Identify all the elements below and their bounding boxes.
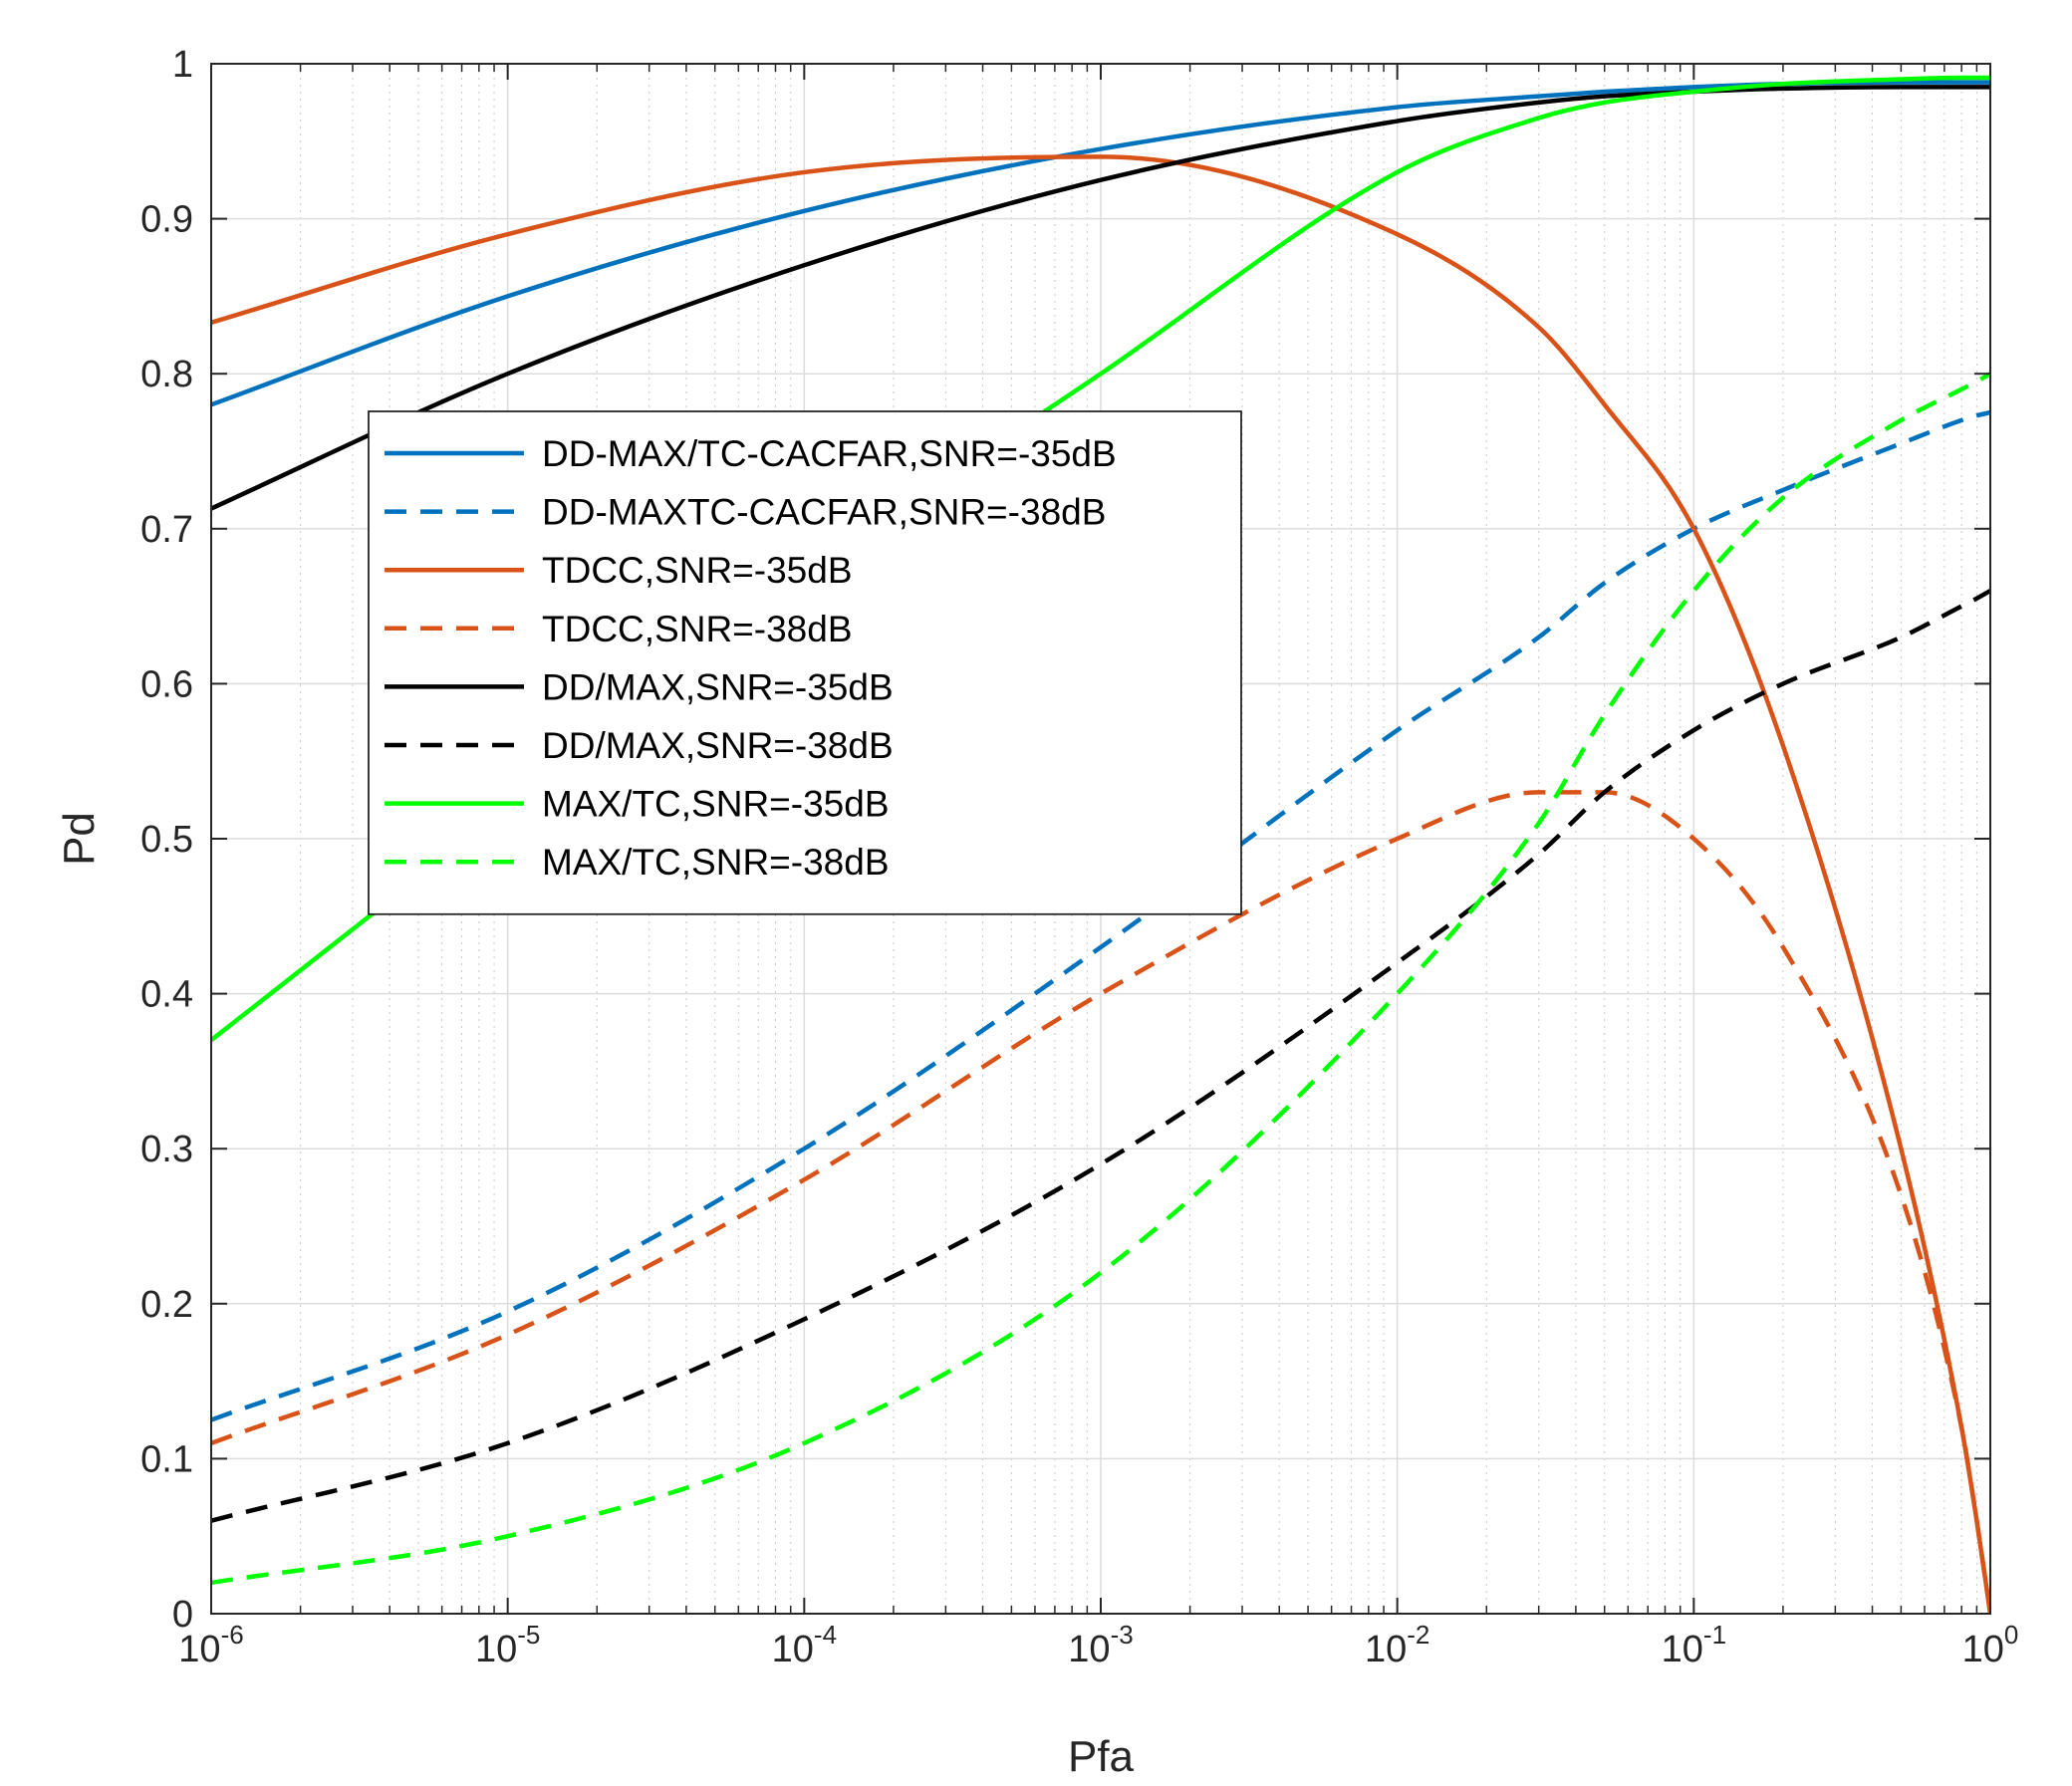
x-tick-labels: 10-6 10-5 10-4 10-3 10-2 10-1 100 [178, 1620, 2018, 1670]
x-tick-label: 10-3 [1068, 1620, 1133, 1670]
series-line-1 [211, 409, 1990, 1422]
x-tick-label: 10-6 [178, 1620, 243, 1670]
legend-label: TDCC,SNR=-38dB [542, 609, 853, 649]
series-line-0 [211, 80, 1990, 407]
series-line-2 [211, 154, 1990, 1614]
y-tick-label: 0 [172, 1594, 193, 1636]
y-tick-label: 0.2 [140, 1284, 193, 1326]
x-tick-label: 100 [1962, 1620, 2019, 1670]
series-line-4 [211, 85, 1990, 511]
legend-label: DD-MAXTC-CACFAR,SNR=-38dB [542, 492, 1106, 533]
series-line-7 [211, 372, 1990, 1586]
y-axis-title: Pd [55, 812, 104, 866]
y-tick-label: 0.3 [140, 1129, 193, 1170]
axis-ticks [210, 63, 1991, 1615]
legend-label: TDCC,SNR=-35dB [542, 550, 853, 591]
legend: DD-MAX/TC-CACFAR,SNR=-35dB DD-MAXTC-CACFA… [368, 410, 1242, 915]
legend-label: MAX/TC,SNR=-38dB [542, 842, 890, 883]
y-tick-label: 0.6 [140, 663, 193, 705]
x-tick-label: 10-2 [1365, 1620, 1429, 1670]
legend-label: DD/MAX,SNR=-35dB [542, 666, 894, 707]
legend-label: DD-MAX/TC-CACFAR,SNR=-35dB [542, 433, 1117, 474]
y-tick-label: 0.7 [140, 509, 193, 551]
x-tick-label: 10-5 [475, 1620, 540, 1670]
x-axis-title: Pfa [1068, 1732, 1135, 1781]
legend-label: MAX/TC,SNR=-35dB [542, 784, 890, 825]
y-tick-label: 0.8 [140, 354, 193, 395]
y-tick-label: 1 [172, 44, 193, 86]
series-line-3 [211, 790, 1990, 1614]
y-tick-label: 0.1 [140, 1438, 193, 1480]
legend-label: DD/MAX,SNR=-38dB [542, 725, 894, 766]
x-tick-label: 10-4 [772, 1620, 837, 1670]
legend-box [368, 410, 1242, 915]
y-tick-label: 0.5 [140, 819, 193, 861]
x-tick-label: 10-1 [1662, 1620, 1726, 1670]
y-tick-label: 0.9 [140, 199, 193, 241]
y-tick-label: 0.4 [140, 974, 193, 1016]
y-tick-labels: 0 0.1 0.2 0.3 0.4 0.5 0.6 0.7 0.8 0.9 1 [140, 44, 193, 1636]
